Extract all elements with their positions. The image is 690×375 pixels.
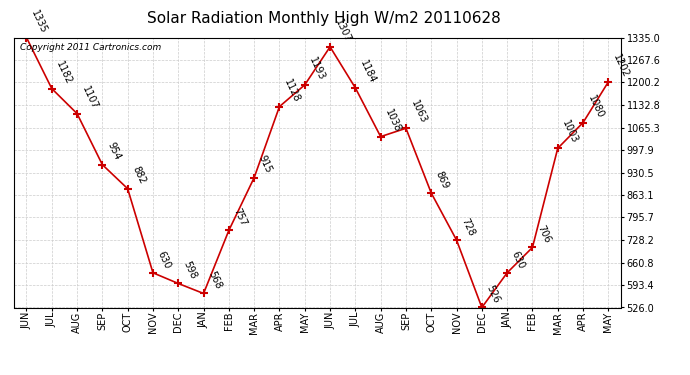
- Text: 630: 630: [156, 249, 172, 270]
- Text: 1184: 1184: [358, 58, 377, 85]
- Text: 1307: 1307: [333, 18, 353, 44]
- Text: 915: 915: [257, 154, 274, 175]
- Text: 1080: 1080: [586, 93, 605, 120]
- Text: 882: 882: [130, 165, 147, 186]
- Text: 1107: 1107: [80, 84, 99, 111]
- Text: 1128: 1128: [282, 77, 302, 104]
- Text: 568: 568: [206, 270, 223, 291]
- Text: 954: 954: [105, 141, 122, 162]
- Text: 526: 526: [484, 284, 502, 305]
- Text: Solar Radiation Monthly High W/m2 20110628: Solar Radiation Monthly High W/m2 201106…: [148, 11, 501, 26]
- Text: 630: 630: [510, 249, 526, 270]
- Text: 1335: 1335: [29, 8, 49, 35]
- Text: 869: 869: [434, 170, 451, 190]
- Text: 1202: 1202: [611, 53, 631, 79]
- Text: 728: 728: [460, 216, 476, 237]
- Text: 1003: 1003: [560, 119, 580, 146]
- Text: 706: 706: [535, 224, 552, 245]
- Text: Copyright 2011 Cartronics.com: Copyright 2011 Cartronics.com: [20, 43, 161, 52]
- Text: 757: 757: [232, 206, 248, 228]
- Text: 1063: 1063: [408, 99, 428, 126]
- Text: 1182: 1182: [55, 59, 74, 86]
- Text: 1193: 1193: [308, 56, 327, 82]
- Text: 598: 598: [181, 260, 198, 281]
- Text: 1038: 1038: [384, 107, 403, 134]
